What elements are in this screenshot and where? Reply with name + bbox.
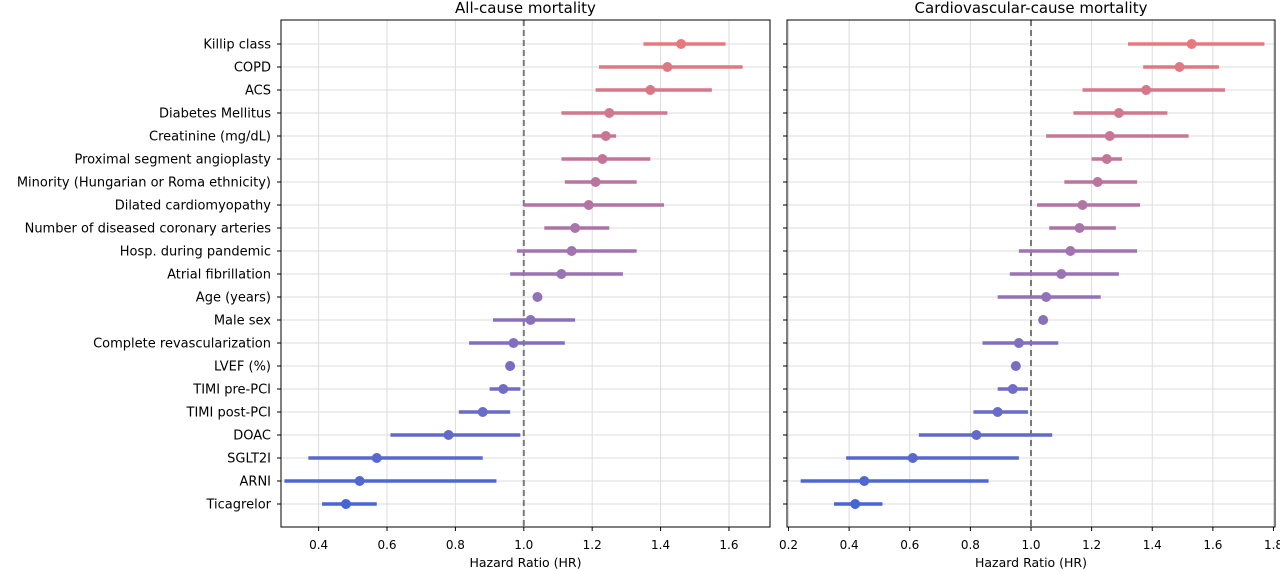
hr-point: [1141, 85, 1152, 95]
y-tick-label: Diabetes Mellitus: [159, 107, 271, 122]
y-tick-label: Number of diseased coronary arteries: [25, 222, 272, 237]
hr-point: [859, 476, 870, 486]
x-tick-label: 1.4: [1143, 538, 1162, 552]
x-tick-label: 1.2: [583, 538, 602, 552]
y-tick-label: Atrial fibrillation: [167, 268, 271, 283]
x-tick-label: 0.8: [961, 538, 980, 552]
x-tick-label: 1.8: [1264, 538, 1280, 552]
x-axis-label: Hazard Ratio (HR): [975, 555, 1087, 570]
hr-point: [971, 430, 982, 440]
y-tick-label: COPD: [234, 61, 271, 76]
hr-point: [583, 200, 594, 210]
x-tick-label: 1.6: [719, 538, 738, 552]
hr-point: [1074, 223, 1085, 233]
hr-point: [1038, 315, 1049, 325]
hr-point: [907, 453, 918, 463]
hr-point: [532, 292, 543, 302]
y-tick-label: Age (years): [196, 291, 271, 306]
x-tick-label: 0.6: [377, 538, 396, 552]
y-tick-label: Dilated cardiomyopathy: [115, 199, 272, 214]
y-tick-label: TIMI post-PCI: [186, 406, 271, 421]
hr-point: [1007, 384, 1018, 394]
x-tick-label: 1.0: [514, 538, 533, 552]
hr-point: [1113, 108, 1124, 118]
hr-point: [992, 407, 1003, 417]
x-tick-label: 0.2: [779, 538, 798, 552]
y-tick-label: ACS: [245, 84, 271, 99]
x-tick-label: 1.0: [1021, 538, 1040, 552]
y-tick-label: Ticagrelor: [206, 498, 272, 513]
hr-point: [590, 177, 601, 187]
y-tick-label: Killip class: [203, 38, 271, 53]
x-tick-label: 1.6: [1203, 538, 1222, 552]
hr-point: [525, 315, 536, 325]
y-tick-label: DOAC: [233, 429, 271, 444]
x-tick-label: 0.8: [446, 538, 465, 552]
hr-point: [604, 108, 615, 118]
x-axis-label: Hazard Ratio (HR): [469, 555, 581, 570]
hr-point: [340, 499, 351, 509]
panel-title: All-cause mortality: [455, 0, 596, 17]
hr-point: [1065, 246, 1076, 256]
hr-point: [1013, 338, 1024, 348]
y-tick-label: Creatinine (mg/dL): [149, 130, 271, 145]
hr-point: [1041, 292, 1052, 302]
hr-point: [1186, 39, 1197, 49]
x-tick-label: 0.4: [840, 538, 859, 552]
hr-point: [1077, 200, 1088, 210]
y-tick-label: LVEF (%): [214, 360, 271, 375]
hr-point: [645, 85, 656, 95]
y-tick-label: SGLT2I: [227, 452, 271, 467]
panel-title: Cardiovascular-cause mortality: [915, 0, 1148, 17]
hr-point: [600, 131, 611, 141]
hr-point: [556, 269, 567, 279]
y-tick-label: ARNI: [240, 475, 271, 490]
hr-point: [505, 361, 516, 371]
y-tick-label: Complete revascularization: [93, 337, 271, 352]
hr-point: [566, 246, 577, 256]
y-tick-label: TIMI pre-PCI: [192, 383, 271, 398]
y-tick-label: Hosp. during pandemic: [120, 245, 271, 260]
hr-point: [597, 154, 608, 164]
y-tick-label: Proximal segment angioplasty: [75, 153, 272, 168]
hr-point: [1092, 177, 1103, 187]
hr-point: [850, 499, 861, 509]
hr-point: [371, 453, 382, 463]
x-tick-label: 1.2: [1082, 538, 1101, 552]
hr-point: [1056, 269, 1067, 279]
hr-point: [443, 430, 454, 440]
hr-point: [1010, 361, 1021, 371]
hr-point: [1174, 62, 1185, 72]
hr-point: [570, 223, 581, 233]
hr-point: [676, 39, 687, 49]
hr-point: [498, 384, 509, 394]
hr-point: [662, 62, 673, 72]
hr-point: [1101, 154, 1112, 164]
x-tick-label: 0.4: [309, 538, 328, 552]
hr-point: [1104, 131, 1115, 141]
hr-point: [477, 407, 488, 417]
y-tick-label: Male sex: [214, 314, 271, 329]
hr-point: [508, 338, 519, 348]
y-tick-label: Minority (Hungarian or Roma ethnicity): [17, 176, 271, 191]
hr-point: [354, 476, 365, 486]
x-tick-label: 1.4: [651, 538, 670, 552]
x-tick-label: 0.6: [900, 538, 919, 552]
